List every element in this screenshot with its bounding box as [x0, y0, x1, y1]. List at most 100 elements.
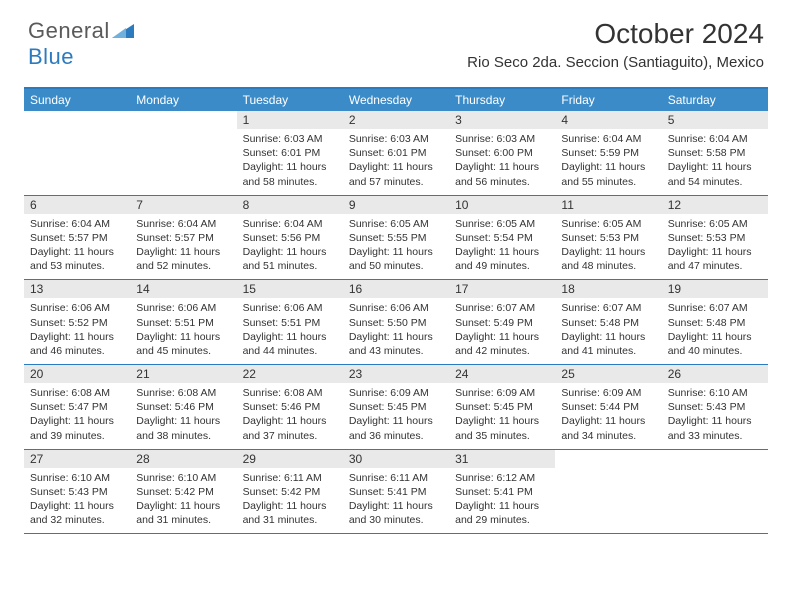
- day-cell: Sunrise: 6:12 AMSunset: 5:41 PMDaylight:…: [449, 468, 555, 534]
- sunrise-text: Sunrise: 6:12 AM: [455, 471, 549, 485]
- logo-text: GeneralBlue: [28, 18, 134, 70]
- sunrise-text: Sunrise: 6:03 AM: [243, 132, 337, 146]
- dl2-text: and 52 minutes.: [136, 259, 230, 273]
- day-number: 9: [343, 196, 449, 214]
- day-cell: Sunrise: 6:08 AMSunset: 5:47 PMDaylight:…: [24, 383, 130, 449]
- daynum-row: 13141516171819: [24, 280, 768, 298]
- dl2-text: and 57 minutes.: [349, 175, 443, 189]
- dl1-text: Daylight: 11 hours: [455, 330, 549, 344]
- dl1-text: Daylight: 11 hours: [561, 414, 655, 428]
- dl1-text: Daylight: 11 hours: [455, 160, 549, 174]
- day-number: 2: [343, 111, 449, 129]
- dl2-text: and 32 minutes.: [30, 513, 124, 527]
- sunrise-text: Sunrise: 6:11 AM: [243, 471, 337, 485]
- dl2-text: and 44 minutes.: [243, 344, 337, 358]
- day-cell: Sunrise: 6:04 AMSunset: 5:58 PMDaylight:…: [662, 129, 768, 195]
- dl1-text: Daylight: 11 hours: [243, 160, 337, 174]
- sunrise-text: Sunrise: 6:08 AM: [30, 386, 124, 400]
- sunrise-text: Sunrise: 6:04 AM: [561, 132, 655, 146]
- day-number: 7: [130, 196, 236, 214]
- sunrise-text: Sunrise: 6:05 AM: [668, 217, 762, 231]
- day-cell: Sunrise: 6:06 AMSunset: 5:52 PMDaylight:…: [24, 298, 130, 364]
- dl1-text: Daylight: 11 hours: [243, 245, 337, 259]
- sunrise-text: Sunrise: 6:07 AM: [668, 301, 762, 315]
- calendar: SundayMondayTuesdayWednesdayThursdayFrid…: [24, 87, 768, 534]
- day-number: 28: [130, 450, 236, 468]
- data-row: Sunrise: 6:08 AMSunset: 5:47 PMDaylight:…: [24, 383, 768, 449]
- dl1-text: Daylight: 11 hours: [243, 330, 337, 344]
- day-header: Wednesday: [343, 89, 449, 111]
- week-row: 20212223242526Sunrise: 6:08 AMSunset: 5:…: [24, 365, 768, 450]
- dl1-text: Daylight: 11 hours: [243, 499, 337, 513]
- day-number: [24, 111, 130, 129]
- sunset-text: Sunset: 5:57 PM: [30, 231, 124, 245]
- sunrise-text: Sunrise: 6:09 AM: [349, 386, 443, 400]
- week-row: 12345Sunrise: 6:03 AMSunset: 6:01 PMDayl…: [24, 111, 768, 196]
- dl2-text: and 55 minutes.: [561, 175, 655, 189]
- data-row: Sunrise: 6:10 AMSunset: 5:43 PMDaylight:…: [24, 468, 768, 534]
- sunset-text: Sunset: 5:50 PM: [349, 316, 443, 330]
- sunset-text: Sunset: 5:51 PM: [243, 316, 337, 330]
- dl2-text: and 31 minutes.: [136, 513, 230, 527]
- day-number: [130, 111, 236, 129]
- day-cell: Sunrise: 6:04 AMSunset: 5:57 PMDaylight:…: [130, 214, 236, 280]
- day-cell: Sunrise: 6:06 AMSunset: 5:51 PMDaylight:…: [130, 298, 236, 364]
- sunset-text: Sunset: 5:51 PM: [136, 316, 230, 330]
- dl1-text: Daylight: 11 hours: [30, 414, 124, 428]
- day-cell: Sunrise: 6:09 AMSunset: 5:45 PMDaylight:…: [449, 383, 555, 449]
- day-number: 30: [343, 450, 449, 468]
- dl1-text: Daylight: 11 hours: [668, 160, 762, 174]
- dl1-text: Daylight: 11 hours: [349, 499, 443, 513]
- dl2-text: and 41 minutes.: [561, 344, 655, 358]
- dl2-text: and 33 minutes.: [668, 429, 762, 443]
- dl1-text: Daylight: 11 hours: [349, 160, 443, 174]
- dl1-text: Daylight: 11 hours: [561, 245, 655, 259]
- day-cell: [130, 129, 236, 195]
- dl1-text: Daylight: 11 hours: [243, 414, 337, 428]
- dl2-text: and 58 minutes.: [243, 175, 337, 189]
- dl2-text: and 50 minutes.: [349, 259, 443, 273]
- day-number: 1: [237, 111, 343, 129]
- dl1-text: Daylight: 11 hours: [136, 499, 230, 513]
- day-number: 10: [449, 196, 555, 214]
- day-header: Sunday: [24, 89, 130, 111]
- day-cell: Sunrise: 6:05 AMSunset: 5:55 PMDaylight:…: [343, 214, 449, 280]
- sunrise-text: Sunrise: 6:09 AM: [455, 386, 549, 400]
- day-number: 5: [662, 111, 768, 129]
- dl2-text: and 42 minutes.: [455, 344, 549, 358]
- sunset-text: Sunset: 5:48 PM: [561, 316, 655, 330]
- dl2-text: and 40 minutes.: [668, 344, 762, 358]
- dl2-text: and 46 minutes.: [30, 344, 124, 358]
- day-cell: Sunrise: 6:04 AMSunset: 5:57 PMDaylight:…: [24, 214, 130, 280]
- day-number: 31: [449, 450, 555, 468]
- day-cell: Sunrise: 6:07 AMSunset: 5:48 PMDaylight:…: [662, 298, 768, 364]
- dl2-text: and 56 minutes.: [455, 175, 549, 189]
- dl1-text: Daylight: 11 hours: [30, 245, 124, 259]
- day-number: 13: [24, 280, 130, 298]
- day-number: 17: [449, 280, 555, 298]
- sunset-text: Sunset: 5:41 PM: [455, 485, 549, 499]
- sunset-text: Sunset: 5:48 PM: [668, 316, 762, 330]
- week-row: 13141516171819Sunrise: 6:06 AMSunset: 5:…: [24, 280, 768, 365]
- day-cell: [662, 468, 768, 534]
- day-cell: Sunrise: 6:05 AMSunset: 5:53 PMDaylight:…: [555, 214, 661, 280]
- sunset-text: Sunset: 6:01 PM: [243, 146, 337, 160]
- sunset-text: Sunset: 6:01 PM: [349, 146, 443, 160]
- day-number: 4: [555, 111, 661, 129]
- week-row: 6789101112Sunrise: 6:04 AMSunset: 5:57 P…: [24, 196, 768, 281]
- day-cell: Sunrise: 6:05 AMSunset: 5:53 PMDaylight:…: [662, 214, 768, 280]
- day-header: Saturday: [662, 89, 768, 111]
- sunset-text: Sunset: 5:59 PM: [561, 146, 655, 160]
- day-cell: Sunrise: 6:03 AMSunset: 6:00 PMDaylight:…: [449, 129, 555, 195]
- dl2-text: and 31 minutes.: [243, 513, 337, 527]
- day-number: 3: [449, 111, 555, 129]
- dl2-text: and 47 minutes.: [668, 259, 762, 273]
- title-block: October 2024 Rio Seco 2da. Seccion (Sant…: [467, 18, 764, 71]
- sunset-text: Sunset: 5:45 PM: [349, 400, 443, 414]
- data-row: Sunrise: 6:06 AMSunset: 5:52 PMDaylight:…: [24, 298, 768, 364]
- day-header-row: SundayMondayTuesdayWednesdayThursdayFrid…: [24, 89, 768, 111]
- header: GeneralBlue October 2024 Rio Seco 2da. S…: [0, 0, 792, 79]
- day-number: 22: [237, 365, 343, 383]
- sunset-text: Sunset: 5:57 PM: [136, 231, 230, 245]
- dl2-text: and 35 minutes.: [455, 429, 549, 443]
